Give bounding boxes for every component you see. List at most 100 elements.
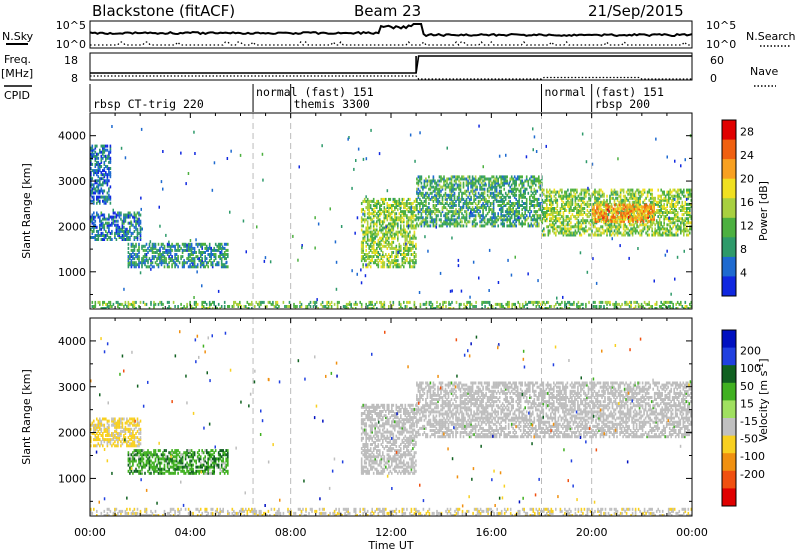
echo-cell bbox=[496, 194, 498, 197]
echo-cell bbox=[379, 202, 381, 205]
echo-cell bbox=[313, 305, 315, 308]
echo-cell bbox=[173, 301, 175, 304]
echo-cell bbox=[143, 245, 145, 248]
echo-cell bbox=[458, 175, 460, 178]
echo-cell bbox=[378, 200, 380, 203]
echo-cell bbox=[651, 305, 653, 308]
cpid-label: CPID bbox=[4, 89, 30, 102]
echo-cell bbox=[487, 178, 489, 181]
echo-cell bbox=[627, 193, 629, 196]
echo-cell bbox=[137, 253, 139, 256]
echo-cell bbox=[104, 161, 106, 164]
echo-cell bbox=[162, 303, 164, 306]
echo-cell bbox=[215, 243, 217, 246]
echo-cell bbox=[623, 208, 625, 211]
echo-cell bbox=[451, 237, 453, 240]
echo-cell bbox=[92, 200, 94, 203]
echo-cell bbox=[531, 222, 533, 225]
echo-cell bbox=[660, 301, 662, 304]
echo-cell bbox=[393, 301, 395, 304]
echo-cell bbox=[442, 206, 444, 209]
echo-cell bbox=[631, 206, 633, 209]
echo-cell bbox=[451, 175, 453, 178]
echo-cell bbox=[403, 218, 405, 221]
echo-cell bbox=[683, 195, 685, 198]
echo-cell bbox=[515, 194, 517, 197]
freq-label: Freq. bbox=[4, 53, 31, 66]
echo-cell bbox=[173, 259, 175, 262]
echo-cell bbox=[627, 199, 629, 202]
echo-cell bbox=[509, 200, 511, 203]
echo-cell bbox=[116, 301, 118, 304]
echo-cell bbox=[582, 189, 584, 192]
echo-cell bbox=[461, 220, 463, 223]
echo-cell bbox=[194, 247, 196, 250]
echo-cell bbox=[485, 222, 487, 225]
echo-cell bbox=[96, 185, 98, 188]
echo-cell bbox=[316, 301, 318, 304]
echo-cell bbox=[535, 218, 537, 221]
echo-cell bbox=[517, 301, 519, 304]
echo-cell bbox=[649, 204, 651, 207]
echo-cell bbox=[126, 214, 128, 217]
echo-cell bbox=[625, 212, 627, 215]
echo-cell bbox=[666, 227, 668, 230]
echo-cell bbox=[200, 259, 202, 262]
echo-cell bbox=[584, 207, 586, 210]
echo-cell bbox=[188, 253, 190, 256]
echo-cell bbox=[660, 221, 662, 224]
echo-cell bbox=[481, 175, 483, 178]
echo-cell bbox=[361, 255, 363, 258]
echo-cell bbox=[122, 220, 124, 223]
echo-cell bbox=[183, 243, 185, 246]
echo-cell bbox=[394, 212, 396, 215]
echo-cell bbox=[105, 303, 107, 306]
echo-cell bbox=[604, 212, 606, 215]
echo-cell bbox=[101, 177, 103, 180]
echo-cell bbox=[427, 180, 429, 183]
echo-cell bbox=[452, 200, 454, 203]
echo-cell bbox=[326, 301, 328, 304]
echo-cell bbox=[651, 227, 653, 230]
echo-cell bbox=[499, 200, 501, 203]
echo-cell bbox=[597, 227, 599, 230]
echo-cell bbox=[596, 218, 598, 221]
echo-cell bbox=[665, 305, 667, 308]
echo-cell bbox=[396, 200, 398, 203]
echo-cell bbox=[99, 163, 101, 166]
echo-cell bbox=[680, 301, 682, 304]
echo-cell bbox=[539, 305, 541, 308]
echo-cell bbox=[289, 305, 291, 308]
echo-cell bbox=[530, 301, 532, 304]
echo-cell bbox=[236, 303, 238, 306]
echo-cell bbox=[636, 197, 638, 200]
echo-cell bbox=[478, 200, 480, 203]
echo-cell bbox=[623, 212, 625, 215]
echo-cell bbox=[531, 210, 533, 213]
beam-title: Beam 23 bbox=[354, 2, 421, 20]
echo-cell bbox=[159, 247, 161, 250]
echo-cell bbox=[376, 259, 378, 262]
echo-cell bbox=[384, 255, 386, 258]
echo-cell bbox=[192, 257, 194, 260]
echo-cell bbox=[488, 196, 490, 199]
echo-cell bbox=[125, 228, 127, 231]
echo-cell bbox=[508, 200, 510, 203]
echo-cell bbox=[520, 214, 522, 217]
echo-cell bbox=[549, 305, 551, 308]
echo-cell bbox=[362, 237, 364, 240]
echo-cell bbox=[167, 249, 169, 252]
echo-cell bbox=[117, 301, 119, 304]
echo-cell bbox=[675, 205, 677, 208]
echo-cell bbox=[250, 303, 252, 306]
echo-cell bbox=[688, 217, 690, 220]
echo-cell bbox=[390, 222, 392, 225]
echo-cell bbox=[248, 303, 250, 306]
echo-cell bbox=[111, 238, 113, 241]
echo-cell bbox=[397, 231, 399, 234]
echo-cell bbox=[548, 199, 550, 202]
echo-cell bbox=[425, 178, 427, 181]
echo-cell bbox=[122, 303, 124, 306]
echo-cell bbox=[125, 238, 127, 241]
echo-cell bbox=[531, 194, 533, 197]
